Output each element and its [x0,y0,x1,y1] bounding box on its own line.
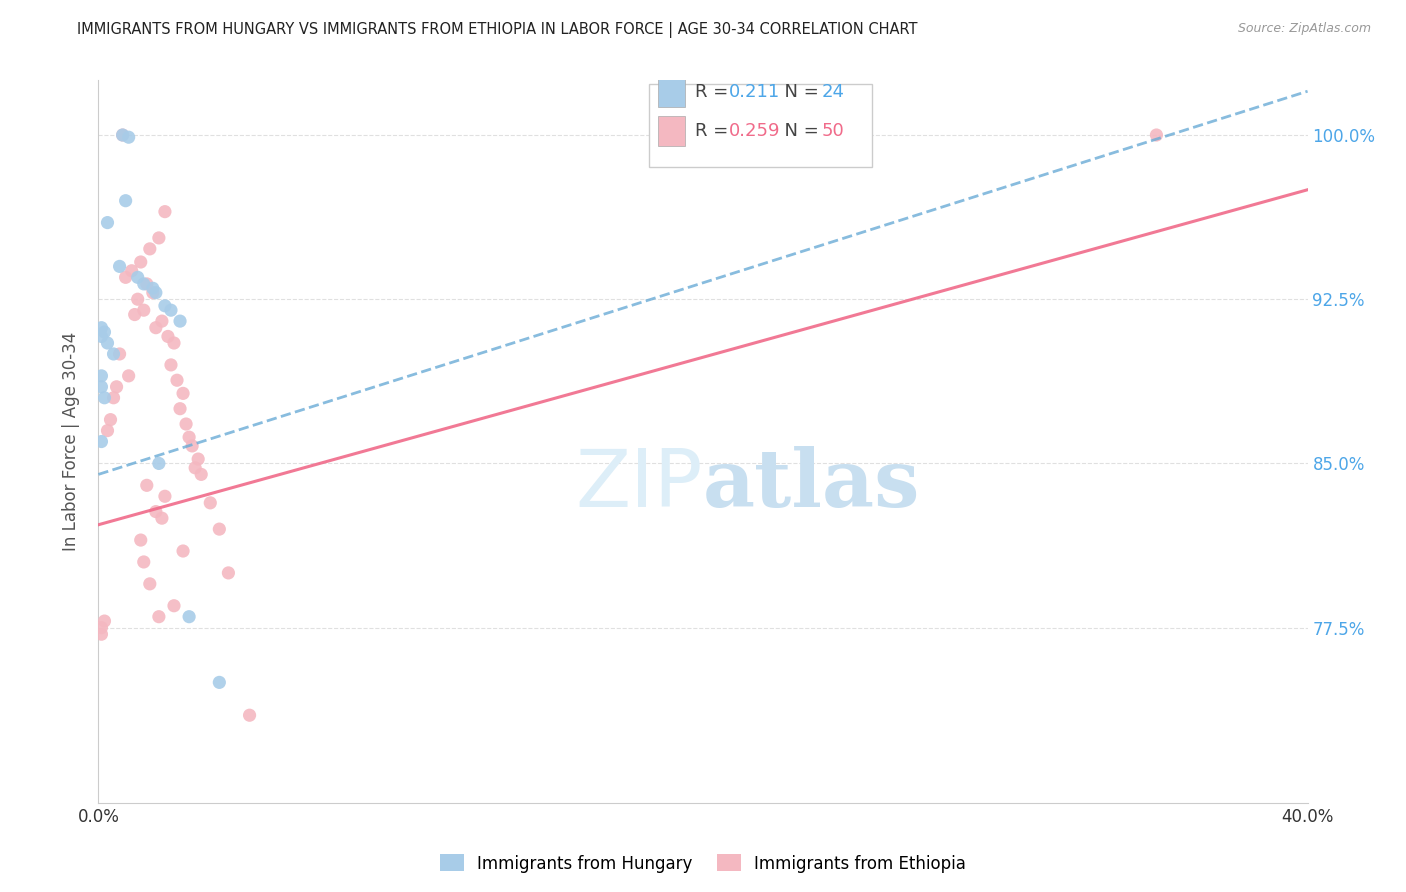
Point [148,231,170,245]
Point [114,270,136,285]
Point [166,373,188,387]
Point [153,204,176,219]
Text: R =: R = [695,83,734,101]
Point [114,194,136,208]
Point [208,675,231,690]
Point [184,460,207,475]
Point [108,260,131,274]
Point [160,358,183,372]
Point [142,285,165,300]
Point [153,299,176,313]
Point [190,467,212,482]
Point [90,368,112,383]
Point [108,347,131,361]
Text: 0.211: 0.211 [728,83,780,101]
Point [96,336,118,351]
Point [187,452,209,467]
Point [163,599,186,613]
Point [169,314,191,328]
Point [153,489,176,503]
Text: N =: N = [773,83,825,101]
Point [100,412,122,426]
Point [129,255,152,269]
Point [181,439,204,453]
Text: Source: ZipAtlas.com: Source: ZipAtlas.com [1237,22,1371,36]
Point [179,609,201,624]
Point [174,417,197,431]
Point [135,277,157,291]
Point [90,434,112,449]
Text: N =: N = [773,122,825,140]
Point [135,478,157,492]
Point [132,277,155,291]
Point [118,368,141,383]
Legend: Immigrants from Hungary, Immigrants from Ethiopia: Immigrants from Hungary, Immigrants from… [433,847,973,880]
Point [172,544,194,558]
Point [208,522,231,536]
Point [103,347,125,361]
Point [90,627,112,641]
Point [127,270,149,285]
Point [160,303,183,318]
Point [139,242,162,256]
Point [163,336,186,351]
Point [124,308,146,322]
Point [103,391,125,405]
Point [148,457,170,471]
Point [90,621,112,635]
Point [142,281,165,295]
Point [172,386,194,401]
Point [148,609,170,624]
Point [217,566,239,580]
Point [145,285,167,300]
Point [93,325,115,339]
FancyBboxPatch shape [658,77,685,107]
Point [169,401,191,416]
Point [129,533,152,547]
Text: 50: 50 [821,122,844,140]
Point [156,329,179,343]
Point [105,380,128,394]
Point [1144,128,1167,142]
Point [150,511,173,525]
FancyBboxPatch shape [658,116,685,146]
Point [127,292,149,306]
Point [96,424,118,438]
Point [118,130,141,145]
Point [90,380,112,394]
Point [121,264,143,278]
Point [111,128,134,142]
Point [96,216,118,230]
Text: IMMIGRANTS FROM HUNGARY VS IMMIGRANTS FROM ETHIOPIA IN LABOR FORCE | AGE 30-34 C: IMMIGRANTS FROM HUNGARY VS IMMIGRANTS FR… [77,22,918,38]
Point [239,708,262,723]
Point [90,329,112,343]
Text: ZIP: ZIP [575,446,703,524]
FancyBboxPatch shape [648,84,872,167]
Point [139,577,162,591]
Point [145,505,167,519]
Text: 0.259: 0.259 [728,122,780,140]
Text: 24: 24 [821,83,845,101]
Point [179,430,201,444]
Y-axis label: In Labor Force | Age 30-34: In Labor Force | Age 30-34 [62,332,80,551]
Point [90,320,112,334]
Text: atlas: atlas [703,446,921,524]
Point [200,496,222,510]
Point [93,391,115,405]
Point [145,320,167,334]
Point [132,303,155,318]
Point [93,614,115,628]
Text: R =: R = [695,122,734,140]
Point [111,128,134,142]
Point [150,314,173,328]
Point [132,555,155,569]
